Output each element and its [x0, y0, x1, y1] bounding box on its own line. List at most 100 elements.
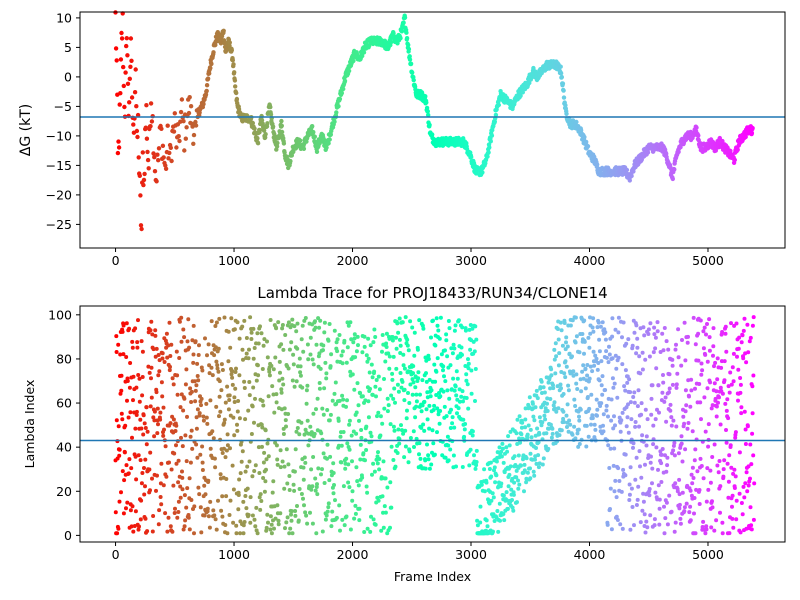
lambda-point — [237, 336, 242, 341]
lambda-point — [665, 522, 670, 527]
delta-g-point — [255, 136, 260, 141]
lambda-point — [393, 464, 398, 469]
lambda-point — [380, 421, 385, 426]
lambda-point — [174, 423, 179, 428]
lambda-point — [313, 488, 318, 493]
lambda-point — [402, 366, 407, 371]
lambda-points — [113, 315, 757, 536]
lambda-point — [667, 390, 671, 395]
lambda-point — [708, 468, 713, 473]
lambda-point — [550, 426, 555, 431]
lambda-point — [622, 384, 627, 389]
lambda-point — [648, 460, 653, 465]
lambda-point — [114, 334, 119, 339]
lambda-point — [345, 320, 350, 325]
lambda-point — [286, 462, 291, 467]
lambda-point — [183, 382, 188, 387]
lambda-point — [204, 401, 209, 406]
lambda-point — [419, 425, 424, 430]
lambda-point — [601, 423, 605, 428]
lambda-point — [472, 453, 476, 458]
lambda-point — [262, 489, 267, 494]
lambda-point — [272, 410, 277, 415]
lambda-point — [581, 363, 586, 368]
lambda-point — [346, 480, 351, 485]
delta-g-point — [750, 125, 755, 131]
lambda-point — [248, 315, 253, 320]
delta-g-point — [404, 30, 409, 35]
lambda-point — [543, 417, 548, 422]
lambda-point — [417, 452, 421, 457]
lambda-point — [541, 385, 546, 390]
lambda-point — [710, 403, 715, 408]
lambda-point — [202, 513, 207, 518]
lambda-point — [352, 516, 357, 521]
lambda-point — [141, 413, 146, 418]
lambda-point — [148, 488, 152, 493]
lambda-point — [655, 329, 660, 334]
lambda-point — [211, 508, 216, 513]
lambda-point — [406, 460, 411, 465]
lambda-point — [356, 343, 360, 348]
lambda-point — [117, 499, 122, 504]
lambda-point — [422, 428, 427, 433]
lambda-point — [130, 435, 134, 440]
lambda-point — [278, 511, 283, 516]
lambda-point — [455, 411, 459, 416]
lambda-point — [740, 333, 745, 338]
lambda-point — [459, 345, 464, 350]
lambda-point — [492, 519, 497, 523]
lambda-point — [137, 524, 141, 529]
lambda-point — [535, 396, 540, 401]
lambda-point — [309, 467, 314, 472]
lambda-point — [225, 443, 230, 448]
lambda-point — [325, 408, 330, 412]
lambda-point — [168, 364, 172, 369]
lambda-point — [596, 361, 601, 365]
lambda-point — [541, 456, 546, 461]
lambda-point — [392, 386, 397, 391]
lambda-point — [679, 441, 684, 446]
lambda-point — [591, 349, 596, 354]
lambda-point — [552, 357, 557, 362]
lambda-point — [170, 376, 175, 381]
delta-g-point — [118, 57, 124, 62]
lambda-point — [145, 429, 150, 434]
lambda-point — [448, 363, 453, 368]
lambda-point — [681, 414, 686, 419]
lambda-point — [225, 531, 230, 536]
lambda-point — [712, 442, 717, 447]
lambda-point — [327, 322, 332, 326]
lambda-point — [604, 408, 609, 413]
delta-g-point — [574, 119, 579, 125]
lambda-point — [451, 376, 456, 381]
lambda-point — [599, 359, 604, 364]
lambda-point — [482, 489, 487, 494]
lambda-point — [252, 346, 257, 350]
lambda-point — [494, 473, 499, 478]
delta-g-point — [288, 158, 293, 164]
lambda-point — [585, 363, 590, 367]
lambda-point — [553, 406, 557, 411]
lambda-point — [474, 460, 479, 464]
lambda-point — [258, 507, 263, 512]
lambda-point — [206, 342, 211, 347]
lambda-point — [347, 447, 352, 452]
lambda-point — [300, 323, 305, 328]
lambda-point — [460, 389, 465, 394]
lambda-point — [525, 432, 530, 437]
delta-g-point — [135, 134, 140, 140]
lambda-point — [184, 367, 189, 372]
delta-g-point — [183, 136, 188, 141]
lambda-point — [250, 404, 255, 409]
delta-g-point — [564, 111, 569, 117]
lambda-point — [462, 427, 467, 432]
lambda-point — [332, 328, 337, 333]
lambda-point — [461, 417, 466, 422]
lambda-point — [585, 395, 590, 399]
delta-g-point — [227, 40, 232, 45]
lambda-point — [716, 470, 721, 475]
lambda-point — [133, 454, 138, 459]
lambda-point — [568, 323, 573, 328]
lambda-point — [429, 335, 433, 340]
